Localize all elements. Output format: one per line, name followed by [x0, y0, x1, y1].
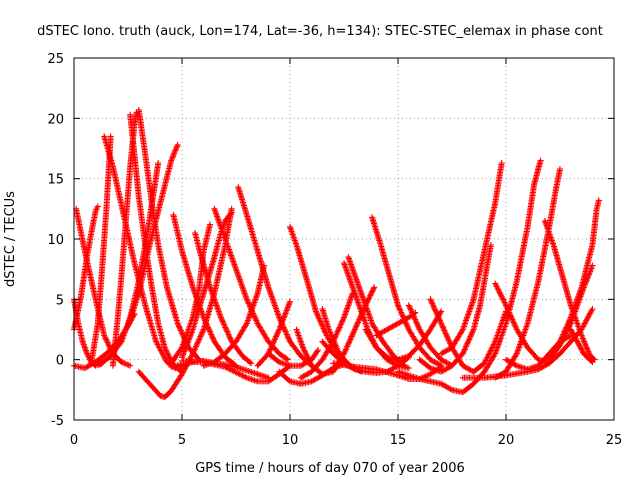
x-tick-label: 20: [498, 433, 515, 448]
series-markers: [88, 133, 114, 367]
series-markers: [503, 332, 574, 373]
y-axis-label: dSTEC / TECUs: [3, 191, 18, 287]
data-series: [125, 141, 181, 329]
series-markers: [416, 242, 494, 375]
series-markers: [125, 141, 181, 329]
series-markers: [438, 160, 505, 357]
data-series: [200, 262, 268, 369]
y-tick-label: 10: [47, 233, 64, 248]
series-markers: [200, 262, 268, 369]
data-series: [168, 221, 214, 367]
data-series: [567, 326, 596, 366]
plot-area: [71, 106, 602, 401]
series-markers: [297, 290, 356, 381]
series-markers: [265, 347, 322, 369]
data-series: [416, 242, 494, 375]
data-series: [297, 290, 356, 381]
y-tick-label: 0: [56, 354, 64, 369]
data-series: [438, 160, 505, 357]
axis-ticks: 0 5 10 15 20 25 -5 0 5 10 15 20 25: [47, 52, 622, 448]
y-tick-label: 5: [56, 293, 64, 308]
chart-title: dSTEC Iono. truth (auck, Lon=174, Lat=-3…: [37, 24, 603, 39]
series-markers: [179, 209, 235, 361]
data-series: [405, 302, 455, 369]
data-series: [481, 157, 544, 375]
data-series: [369, 214, 445, 369]
x-tick-label: 0: [70, 433, 78, 448]
y-tick-label: 15: [47, 173, 64, 188]
data-series: [179, 209, 235, 361]
data-series: [265, 347, 322, 369]
data-series: [276, 361, 347, 387]
x-tick-label: 10: [282, 433, 299, 448]
x-axis-label: GPS time / hours of day 070 of year 2006: [195, 461, 465, 476]
data-series: [503, 332, 574, 373]
series-markers: [168, 221, 214, 367]
data-series: [211, 205, 291, 363]
y-tick-label: 20: [47, 112, 64, 127]
y-tick-label: -5: [51, 414, 64, 429]
x-tick-label: 25: [606, 433, 623, 448]
series-markers: [276, 361, 347, 387]
series-markers: [567, 326, 596, 366]
series-markers: [362, 308, 445, 363]
series-markers: [405, 302, 455, 369]
x-tick-label: 15: [390, 433, 407, 448]
series-markers: [369, 214, 445, 369]
y-tick-label: 25: [47, 52, 64, 67]
series-markers: [481, 157, 544, 375]
data-series: [362, 308, 445, 363]
data-series: [88, 133, 114, 367]
x-tick-label: 5: [178, 433, 186, 448]
series-markers: [211, 205, 291, 363]
